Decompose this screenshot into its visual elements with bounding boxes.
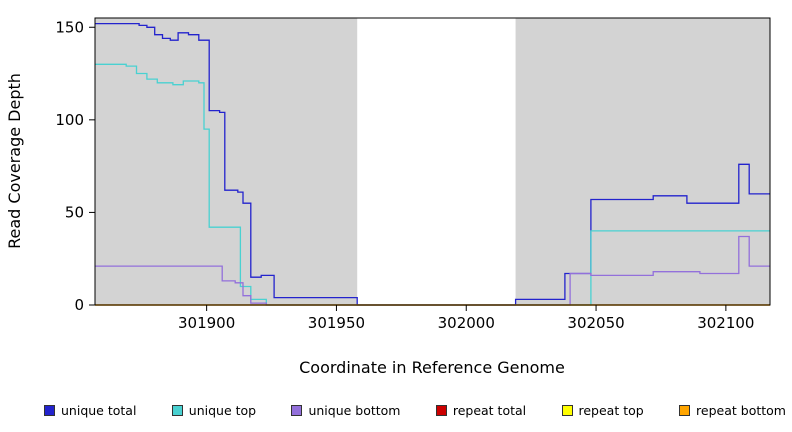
legend-label: unique top bbox=[188, 402, 257, 418]
legend-item-repeat-bottom: repeat bottom bbox=[679, 403, 786, 418]
series-line-unique-top bbox=[95, 63, 770, 306]
x-tick-label: 302100 bbox=[697, 314, 754, 332]
y-tick-label: 150 bbox=[55, 18, 84, 36]
legend-item-unique-total: unique total bbox=[44, 403, 136, 418]
legend-swatch-icon bbox=[561, 404, 573, 416]
plot-background bbox=[95, 18, 770, 305]
legend-item-unique-bottom: unique bottom bbox=[291, 402, 401, 418]
y-tick-label: 0 bbox=[74, 296, 84, 314]
x-tick-label: 302050 bbox=[567, 314, 624, 332]
legend-label: repeat total bbox=[452, 402, 527, 418]
x-tick-label: 302000 bbox=[438, 314, 495, 332]
legend-item-unique-top: unique top bbox=[171, 402, 257, 418]
y-tick-label: 50 bbox=[65, 203, 84, 221]
x-axis-title: Coordinate in Reference Genome bbox=[299, 358, 565, 377]
plot-border bbox=[94, 17, 771, 306]
plot-frame bbox=[94, 17, 771, 306]
legend-swatch-icon bbox=[44, 404, 55, 416]
legend-item-repeat-total: repeat total bbox=[435, 402, 527, 418]
axes: 301900 301950 302000 302050 302100 0 50 100 150 bbox=[55, 18, 754, 332]
series-line-unique-total bbox=[95, 22, 770, 306]
legend-swatch-icon bbox=[435, 404, 447, 416]
legend-label: repeat top bbox=[578, 402, 644, 418]
shaded-region-right bbox=[515, 18, 770, 305]
x-tick-label: 301900 bbox=[178, 314, 235, 332]
series-line-unique-bottom bbox=[95, 235, 770, 306]
legend-swatch-icon bbox=[171, 404, 183, 416]
legend-swatch-icon bbox=[679, 404, 691, 416]
y-tick-label: 100 bbox=[55, 111, 84, 129]
y-axis-title: Read Coverage Depth bbox=[5, 73, 24, 249]
shaded-region-left bbox=[95, 18, 358, 305]
legend-swatch-icon bbox=[291, 404, 303, 416]
legend-label: repeat bottom bbox=[696, 402, 786, 418]
legend-label: unique total bbox=[61, 402, 137, 418]
x-tick-label: 301950 bbox=[308, 314, 365, 332]
legend-label: unique bottom bbox=[308, 402, 401, 418]
legend: unique total unique top unique bottom repea… bbox=[44, 398, 786, 422]
legend-item-repeat-top: repeat top bbox=[561, 402, 644, 418]
